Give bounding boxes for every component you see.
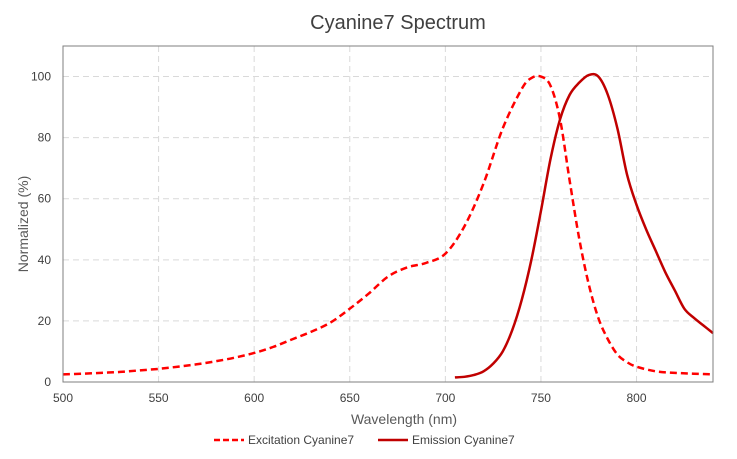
x-axis-label: Wavelength (nm) [351, 411, 457, 427]
y-axis-ticks: 0 20 40 60 80 100 [31, 70, 51, 389]
legend-emission-label: Emission Cyanine7 [412, 433, 515, 447]
x-tick-label: 500 [53, 391, 73, 405]
y-tick-label: 0 [44, 375, 51, 389]
grid-lines [62, 46, 713, 383]
legend: Excitation Cyanine7 Emission Cyanine7 [214, 433, 515, 447]
y-tick-label: 60 [38, 192, 52, 206]
x-tick-label: 600 [244, 391, 264, 405]
y-tick-label: 40 [38, 253, 52, 267]
series-layer [62, 72, 714, 379]
x-tick-label: 550 [149, 391, 169, 405]
y-tick-label: 100 [31, 70, 51, 84]
y-tick-label: 80 [38, 131, 52, 145]
plot-area-frame [62, 45, 714, 383]
x-axis-ticks: 500 550 600 650 700 750 800 [53, 391, 647, 405]
y-axis-label: Normalized (%) [15, 176, 31, 272]
emission-series-line [454, 72, 714, 379]
x-tick-label: 700 [435, 391, 455, 405]
y-tick-label: 20 [38, 314, 52, 328]
excitation-series-line [62, 74, 714, 376]
chart-title: Cyanine7 Spectrum [310, 12, 486, 34]
x-tick-label: 650 [340, 391, 360, 405]
x-tick-label: 750 [531, 391, 551, 405]
legend-excitation-label: Excitation Cyanine7 [248, 433, 354, 447]
x-tick-label: 800 [627, 391, 647, 405]
